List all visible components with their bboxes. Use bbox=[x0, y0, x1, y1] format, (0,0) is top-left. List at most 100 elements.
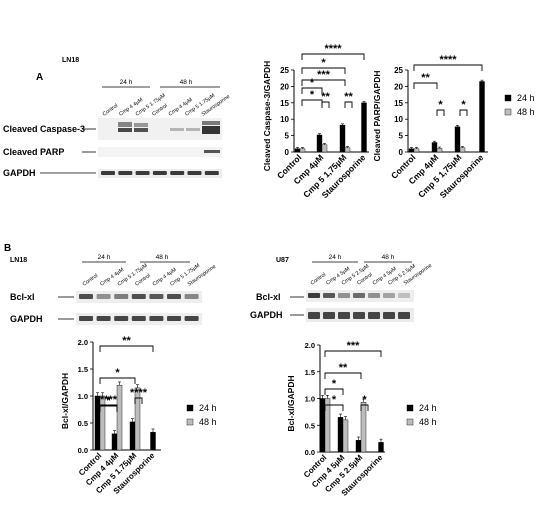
bar-48h-0 bbox=[299, 148, 306, 153]
y-axis-label: Cleaved PARP/GAPDH bbox=[372, 70, 382, 161]
band bbox=[114, 316, 129, 321]
significance-label: **** bbox=[439, 54, 457, 66]
band bbox=[368, 312, 380, 319]
legend-label: 48 h bbox=[419, 417, 437, 427]
bar-48h-2 bbox=[360, 402, 367, 453]
significance-bracket bbox=[360, 404, 369, 411]
row-label-cleaved-caspase-3: Cleaved Caspase-3 bbox=[3, 124, 85, 134]
band bbox=[79, 316, 93, 321]
significance-bracket bbox=[324, 404, 344, 411]
band bbox=[338, 312, 350, 319]
bar-24h-0 bbox=[408, 148, 415, 153]
timepoint-label-24h: 24 h bbox=[98, 254, 111, 261]
legend-swatch bbox=[406, 418, 414, 426]
band bbox=[184, 294, 199, 299]
significance-label: **** bbox=[130, 387, 148, 399]
significance-bracket bbox=[344, 101, 353, 108]
bar-24h-0 bbox=[319, 398, 326, 453]
band bbox=[187, 171, 202, 175]
bar-24h-1 bbox=[111, 433, 118, 451]
band bbox=[79, 294, 93, 299]
y-tick-label: 10 bbox=[280, 115, 289, 124]
significance-bracket bbox=[459, 109, 468, 116]
band bbox=[383, 293, 395, 298]
y-tick-label: 25 bbox=[394, 66, 403, 75]
panel-label-a: A bbox=[36, 72, 43, 83]
significance-bracket bbox=[99, 404, 118, 411]
y-tick-label: 5 bbox=[399, 132, 404, 141]
legend-swatch bbox=[504, 108, 512, 116]
legend-swatch bbox=[186, 404, 194, 412]
band bbox=[323, 293, 335, 298]
bar-24h-3 bbox=[378, 442, 384, 453]
band bbox=[353, 312, 365, 319]
significance-bracket bbox=[301, 67, 346, 74]
legend-label: 24 h bbox=[199, 403, 217, 413]
y-tick-label: 20 bbox=[280, 82, 289, 91]
bar-24h-2 bbox=[129, 421, 136, 451]
y-tick-label: 1.5 bbox=[78, 365, 88, 374]
significance-label: *** bbox=[347, 340, 361, 352]
bar-24h-1 bbox=[431, 142, 438, 153]
band bbox=[323, 312, 335, 319]
band bbox=[398, 312, 410, 319]
band bbox=[114, 294, 129, 299]
y-tick-label: 15 bbox=[394, 99, 403, 108]
bar-48h-2 bbox=[459, 147, 466, 153]
significance-label: * bbox=[362, 394, 367, 406]
bar-24h-1 bbox=[316, 134, 323, 153]
y-tick-label: 0 bbox=[399, 148, 404, 157]
bar-48h-0 bbox=[413, 148, 420, 153]
blot-cell-line: LN18 bbox=[10, 257, 27, 264]
significance-label: * bbox=[332, 378, 337, 390]
bar-24h-3 bbox=[479, 81, 485, 153]
band bbox=[101, 171, 115, 175]
y-tick-label: 1.0 bbox=[305, 395, 315, 404]
blot-bands bbox=[308, 293, 410, 319]
y-tick-label: 0.5 bbox=[78, 419, 88, 428]
significance-bracket bbox=[134, 397, 143, 404]
band bbox=[134, 128, 148, 132]
significance-bracket bbox=[301, 79, 346, 86]
band bbox=[134, 123, 148, 127]
band bbox=[353, 293, 365, 298]
band bbox=[170, 171, 185, 175]
significance-bracket bbox=[99, 377, 136, 384]
significance-bracket bbox=[413, 64, 483, 71]
significance-label: * bbox=[310, 77, 315, 89]
bar-48h-1 bbox=[321, 144, 328, 153]
blot-strip bbox=[98, 147, 222, 157]
band bbox=[202, 126, 220, 134]
bar-48h-2 bbox=[344, 147, 351, 153]
band bbox=[167, 316, 181, 321]
bar-48h-1 bbox=[116, 385, 123, 451]
panel-label-b: B bbox=[4, 243, 11, 254]
bar-24h-0 bbox=[294, 148, 301, 153]
band bbox=[131, 316, 146, 321]
timepoint-label-48h: 48 h bbox=[180, 79, 193, 86]
significance-label: ** bbox=[339, 362, 348, 374]
band bbox=[96, 316, 111, 321]
timepoint-label-24h: 24 h bbox=[329, 254, 342, 261]
row-label-gapdh: GAPDH bbox=[3, 168, 36, 178]
band bbox=[167, 294, 181, 299]
significance-bracket bbox=[436, 109, 445, 116]
band bbox=[204, 150, 220, 153]
bar-48h-1 bbox=[436, 148, 443, 153]
band bbox=[118, 171, 133, 175]
significance-label: * bbox=[115, 367, 120, 379]
y-tick-label: 0.0 bbox=[305, 448, 315, 457]
row-label-gapdh: GAPDH bbox=[10, 314, 43, 324]
band bbox=[338, 293, 350, 298]
legend-label: 24 h bbox=[517, 93, 535, 103]
significance-label: * bbox=[461, 99, 466, 111]
y-axis-label: Bcl-xl/GAPDH bbox=[286, 375, 296, 431]
significance-label: * bbox=[321, 57, 326, 69]
bar-48h-0 bbox=[324, 398, 331, 453]
